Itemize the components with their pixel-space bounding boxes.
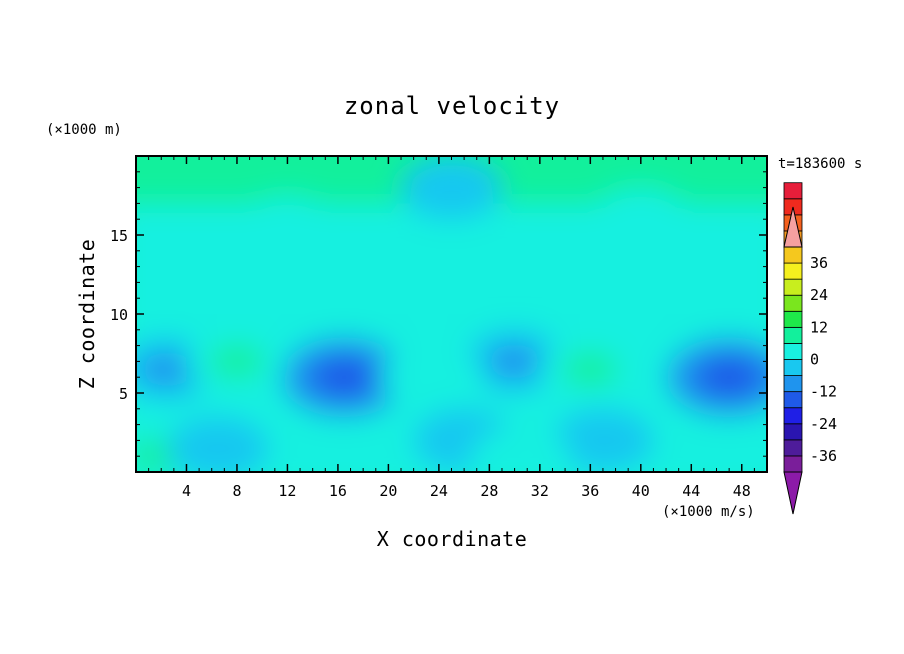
colorbar-segment: [783, 310, 803, 328]
colorbar: 36 24 12 0 -12 -24 -36: [783, 182, 837, 515]
x-tick-label: 4: [182, 482, 191, 500]
colorbar-segment: [783, 262, 803, 280]
colorbar-tick-label: 36: [810, 254, 828, 272]
colorbar-segment: [783, 439, 803, 457]
y-tick-label: 15: [110, 227, 128, 245]
x-tick-label: 48: [733, 482, 751, 500]
field-feature: [329, 436, 385, 471]
field-feature: [310, 356, 378, 399]
x-tick-label: 28: [480, 482, 498, 500]
x-tick-label: 24: [430, 482, 448, 500]
colorbar-segment: [783, 423, 803, 441]
y-unit-label: (×1000 m): [46, 122, 122, 138]
colorbar-segment: [783, 359, 803, 376]
colorbar-segment: [783, 407, 803, 425]
field-feature: [695, 356, 763, 399]
field-feature: [613, 202, 668, 237]
x-unit-label: (×1000 m/s): [662, 504, 755, 520]
x-tick-label: 40: [632, 482, 650, 500]
x-axis-label: X coordinate: [377, 527, 528, 551]
x-tick-label: 32: [531, 482, 549, 500]
colorbar-over-arrow: [783, 206, 803, 248]
x-tick-label: 12: [278, 482, 296, 500]
field-feature: [190, 431, 246, 466]
colorbar-tick-label: -24: [810, 415, 837, 433]
field-feature: [727, 431, 767, 466]
colorbar-segment: [783, 294, 803, 312]
colorbar-segment: [783, 343, 803, 360]
field-feature: [260, 210, 315, 245]
field-feature: [209, 344, 265, 379]
field-feature: [424, 170, 479, 205]
x-tick-label: 16: [329, 482, 347, 500]
colorbar-tick-label: 0: [810, 351, 819, 369]
colorbar-segment: [783, 391, 803, 409]
colorbar-tick-label: -12: [810, 383, 837, 401]
x-tick-label: 44: [682, 482, 700, 500]
x-tick-label: 36: [581, 482, 599, 500]
y-axis: 5 10 15: [110, 171, 767, 457]
colorbar-tick-label: 12: [810, 318, 828, 336]
colorbar-segment: [783, 278, 803, 296]
field-feature: [563, 352, 618, 387]
time-label: t=183600 s: [778, 156, 862, 172]
field-feature: [405, 360, 460, 395]
field-feature: [487, 344, 542, 379]
colorbar-segment: [783, 246, 803, 264]
colorbar-under-arrow: [783, 471, 803, 515]
colorbar-segment: [783, 182, 803, 200]
colorbar-segment: [783, 375, 803, 393]
field-feature: [493, 442, 549, 472]
y-tick-label: 10: [110, 306, 128, 324]
field-feature: [575, 423, 631, 458]
x-tick-label: 8: [232, 482, 241, 500]
y-tick-label: 5: [119, 385, 128, 403]
chart-title: zonal velocity: [344, 92, 560, 120]
x-axis: 4 8 12 16 20 24 28 32 36 40 44 48: [148, 156, 755, 500]
colorbar-segment: [783, 455, 803, 473]
x-tick-label: 20: [379, 482, 397, 500]
colorbar-tick-label: -36: [810, 447, 837, 465]
colorbar-tick-label: 24: [810, 286, 828, 304]
y-axis-label: Z coordinate: [75, 239, 99, 390]
colorbar-segment: [783, 326, 803, 344]
plot-area: [135, 155, 768, 473]
field-feature: [140, 352, 195, 387]
